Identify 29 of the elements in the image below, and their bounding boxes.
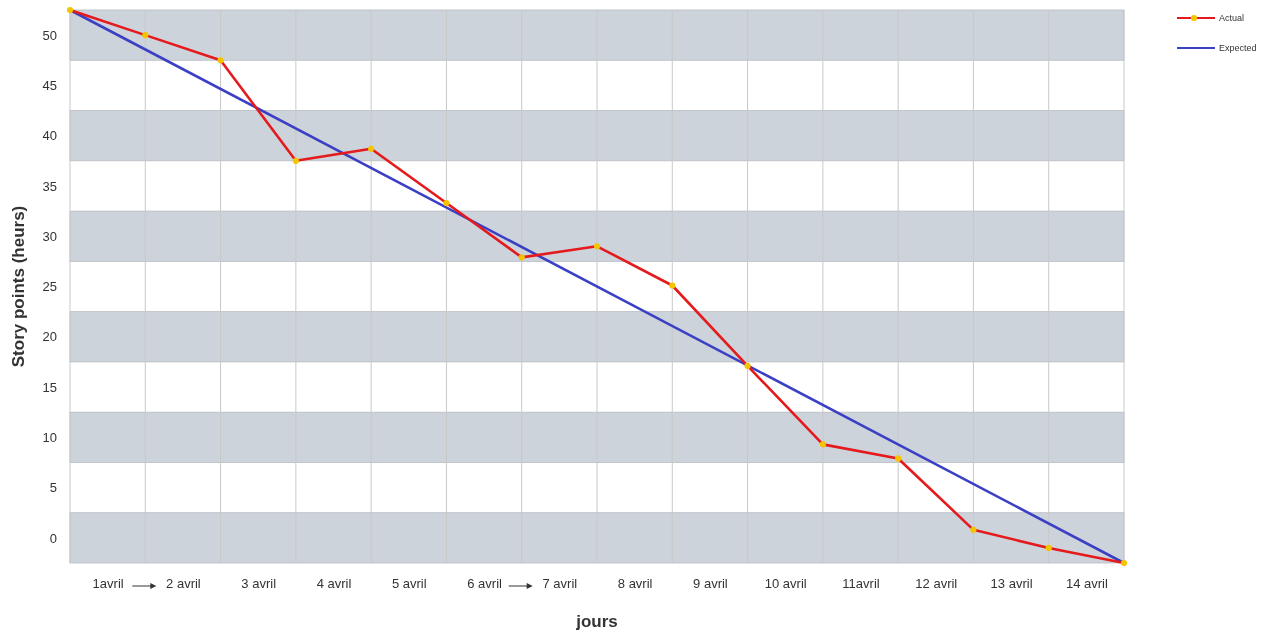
y-tick-label: 10 (42, 429, 57, 445)
y-tick-label: 35 (42, 178, 57, 194)
y-tick-label: 20 (42, 329, 57, 345)
x-tick-label: 6 avril (467, 576, 503, 592)
y-tick-label: 40 (42, 128, 57, 144)
y-tick-label: 45 (42, 78, 57, 94)
x-axis-title: jours (575, 612, 618, 631)
x-tick-label: 5 avril (391, 576, 427, 592)
y-tick-label: 5 (49, 480, 57, 496)
x-tick-label: 7 avril (542, 576, 578, 592)
y-tick-label: 15 (42, 379, 57, 395)
x-tick-label: 1avril (92, 576, 124, 592)
x-tick-label: 8 avril (617, 576, 653, 592)
x-tick-label: 11avril (842, 576, 880, 592)
y-tick-label: 30 (42, 228, 57, 244)
x-tick-label: 10 avril (764, 576, 807, 592)
x-tick-label: 12 avril (915, 576, 958, 592)
legend-label: Actual (1219, 13, 1245, 23)
y-tick-label: 0 (49, 530, 57, 546)
x-tick-label: 2 avril (166, 576, 201, 592)
x-tick-label: 3 avril (241, 576, 277, 592)
y-tick-label: 50 (42, 27, 57, 43)
x-tick-label: 14 avril (1065, 576, 1108, 592)
x-tick-label: 13 avril (990, 576, 1033, 592)
legend-label: Expected (1219, 43, 1257, 53)
y-axis-title: Story points (heurs) (9, 205, 28, 368)
y-tick-label: 25 (42, 279, 57, 295)
x-tick-label: 4 avril (316, 576, 352, 592)
x-tick-label: 9 avril (693, 576, 728, 592)
